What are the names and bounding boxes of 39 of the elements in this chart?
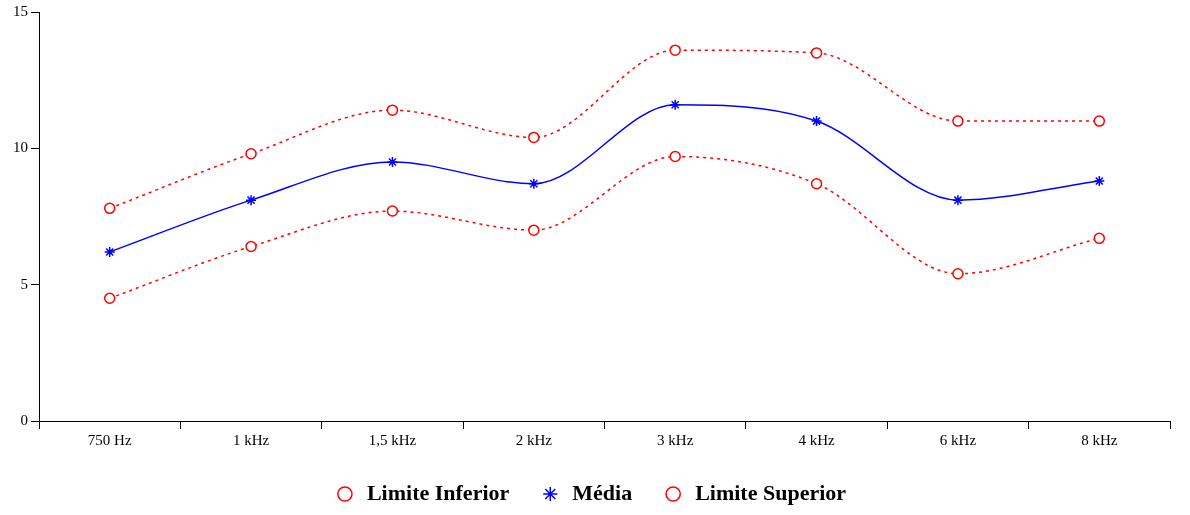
x-tick-label: 2 kHz bbox=[515, 431, 553, 448]
legend-label: Limite Inferior bbox=[366, 479, 510, 505]
legend-label: Limite Superior bbox=[695, 479, 847, 505]
point bbox=[810, 115, 823, 127]
point bbox=[386, 156, 399, 168]
y-tick-label: 5 bbox=[20, 275, 28, 292]
point bbox=[810, 47, 823, 59]
point bbox=[386, 205, 399, 217]
point bbox=[245, 148, 257, 160]
point bbox=[810, 178, 823, 190]
point bbox=[386, 104, 399, 116]
point bbox=[103, 202, 116, 215]
point bbox=[103, 292, 116, 305]
point bbox=[245, 194, 257, 206]
point bbox=[528, 224, 540, 236]
point bbox=[1093, 175, 1106, 187]
point bbox=[1093, 232, 1106, 245]
point bbox=[669, 98, 681, 111]
x-tick-label: 4 kHz bbox=[798, 431, 836, 448]
y-tick-label: 0 bbox=[20, 411, 28, 428]
point bbox=[669, 44, 681, 56]
y-tick-label: 15 bbox=[13, 2, 28, 19]
x-tick-label: 6 kHz bbox=[939, 431, 977, 448]
point bbox=[952, 115, 964, 127]
point bbox=[669, 150, 681, 163]
y-tick-label: 10 bbox=[13, 139, 28, 156]
x-tick-label: 1,5 kHz bbox=[368, 431, 417, 448]
point bbox=[528, 178, 540, 190]
legend-label: Média bbox=[572, 479, 633, 505]
point bbox=[528, 131, 540, 144]
x-tick-label: 8 kHz bbox=[1081, 431, 1118, 448]
point bbox=[103, 246, 116, 258]
point bbox=[245, 240, 257, 253]
x-tick-label: 3 kHz bbox=[657, 431, 694, 448]
x-tick-label: 750 Hz bbox=[87, 431, 132, 448]
point bbox=[952, 268, 964, 280]
point bbox=[1093, 115, 1106, 127]
point bbox=[952, 194, 964, 206]
x-tick-label: 1 kHz bbox=[232, 431, 270, 448]
